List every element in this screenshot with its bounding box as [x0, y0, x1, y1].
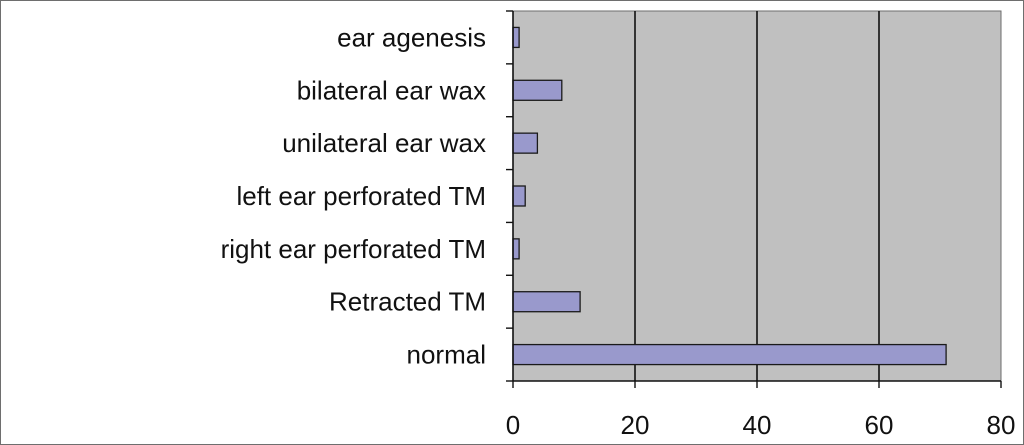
- category-label: left ear perforated TM: [236, 181, 486, 211]
- bar-bilateral-ear-wax: [512, 79, 563, 101]
- x-tick-label: 60: [865, 410, 894, 440]
- bar-normal: [512, 343, 947, 366]
- category-label: right ear perforated TM: [221, 234, 486, 264]
- category-label: bilateral ear wax: [297, 75, 486, 105]
- category-label: Retracted TM: [329, 287, 486, 317]
- x-tick-label: 0: [506, 410, 520, 440]
- x-tick-label: 20: [621, 410, 650, 440]
- category-label: ear agenesis: [337, 22, 486, 52]
- x-axis: 0 20 40 60 80: [506, 380, 1016, 440]
- category-label: normal: [407, 340, 486, 370]
- x-tick-label: 80: [987, 410, 1016, 440]
- bar-retracted-tm: [512, 291, 581, 313]
- bar-right-ear-perforated-tm: [512, 238, 520, 260]
- y-axis: ear agenesis bilateral ear wax unilateral …: [221, 10, 514, 382]
- bar-unilateral-ear-wax: [512, 132, 539, 154]
- bar-left-ear-perforated-tm: [512, 185, 526, 207]
- category-label: unilateral ear wax: [282, 128, 486, 158]
- bar-ear-agenesis: [512, 26, 520, 49]
- gridlines: [634, 11, 880, 381]
- x-tick-label: 40: [743, 410, 772, 440]
